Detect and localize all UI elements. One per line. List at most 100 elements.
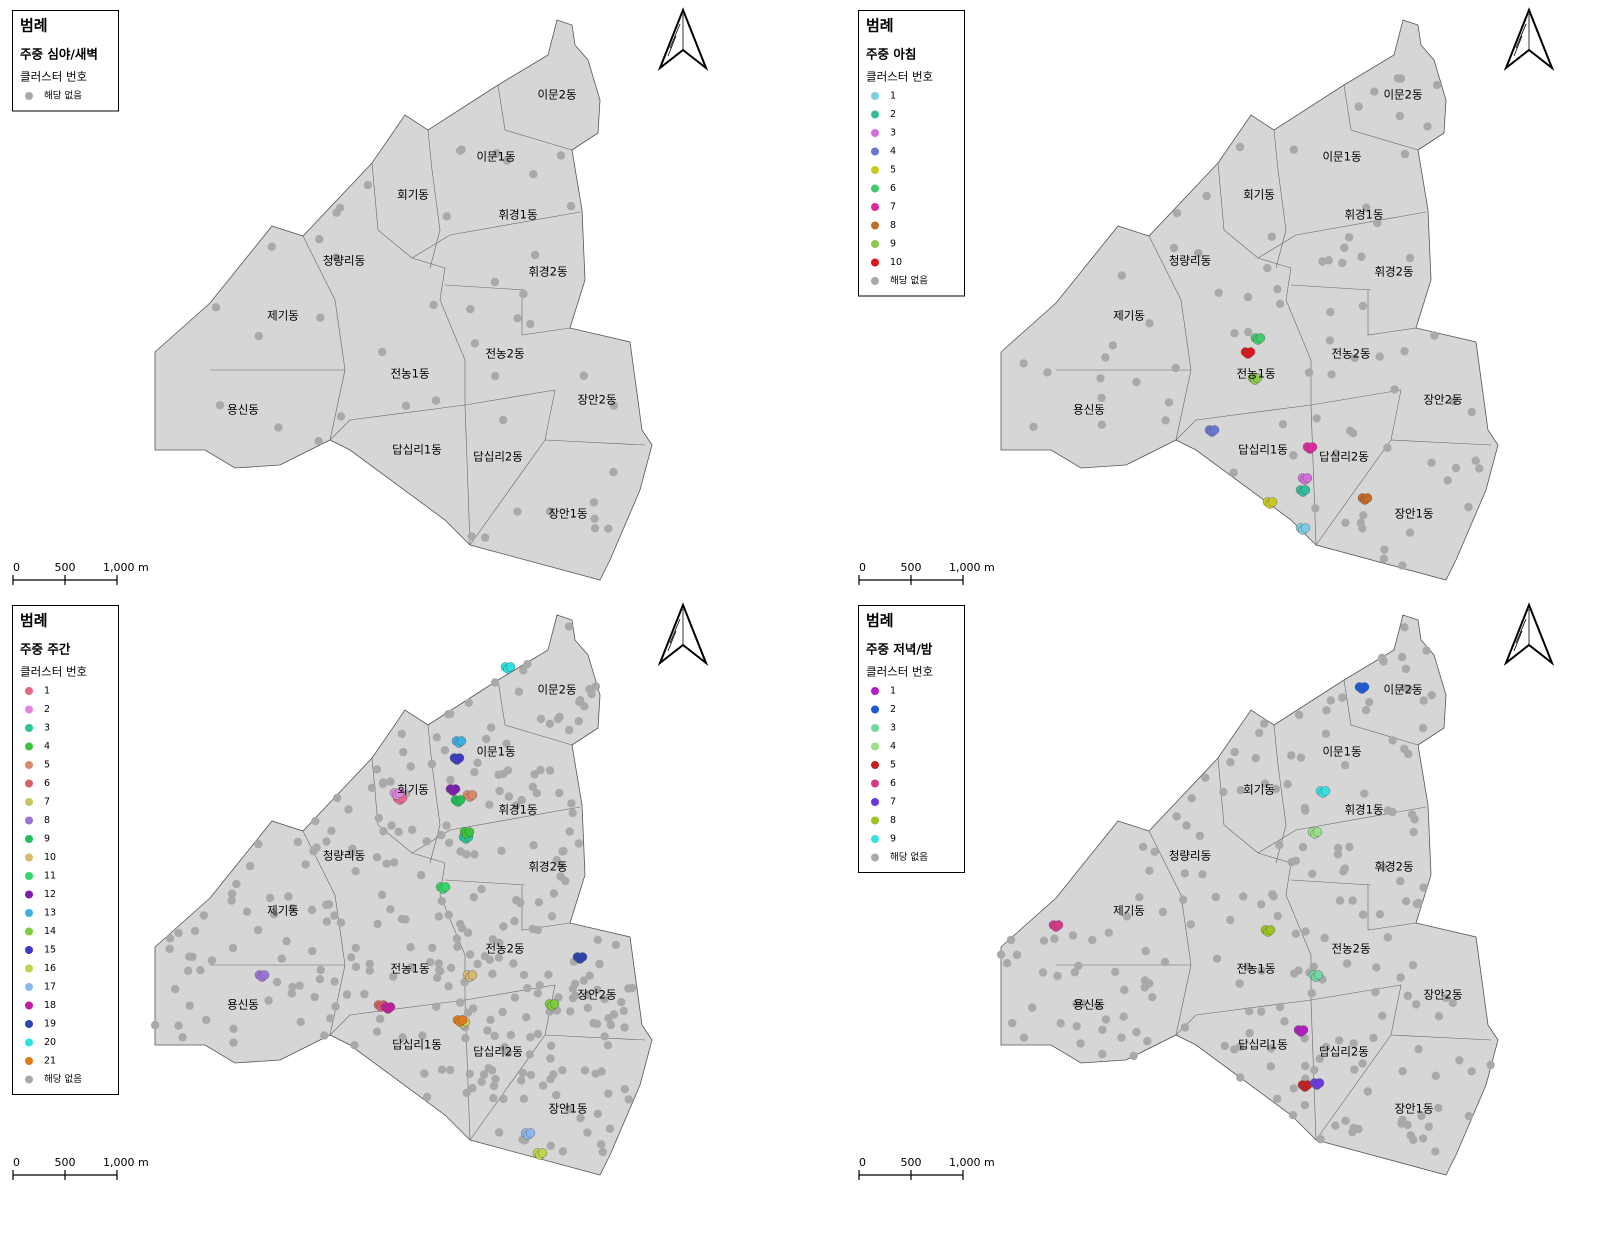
legend-marker	[871, 705, 879, 714]
legend-label: 9	[44, 834, 50, 845]
district-label: 회기동	[397, 188, 429, 202]
location-point	[1255, 728, 1264, 738]
cluster-point	[1298, 1025, 1309, 1035]
location-point	[229, 1038, 238, 1047]
location-point	[468, 1083, 477, 1093]
district-boundary	[1290, 284, 1372, 291]
location-point	[407, 963, 416, 972]
location-point	[585, 971, 594, 980]
location-point	[432, 733, 441, 742]
location-point	[1467, 407, 1476, 417]
district-label: 전농2동	[1331, 347, 1370, 361]
district-boundary	[1175, 369, 1192, 441]
location-point	[333, 793, 342, 803]
location-point	[322, 917, 331, 926]
location-point	[503, 766, 513, 775]
location-point	[184, 966, 193, 975]
location-point	[1219, 787, 1228, 797]
legend-label: 7	[44, 797, 50, 808]
location-point	[1432, 80, 1442, 90]
location-point	[1375, 352, 1384, 361]
location-point	[446, 1065, 455, 1075]
location-point	[620, 1023, 629, 1032]
cluster-point	[1252, 373, 1263, 383]
location-point	[628, 983, 637, 993]
location-point	[516, 897, 525, 907]
location-point	[1211, 892, 1220, 902]
location-point	[549, 889, 559, 898]
location-point	[559, 846, 568, 856]
district-label: 전농1동	[390, 962, 429, 976]
legend-marker	[871, 277, 879, 285]
location-point	[1410, 815, 1419, 824]
location-point	[1365, 698, 1374, 707]
location-point	[1338, 258, 1347, 268]
location-point	[1412, 899, 1422, 909]
location-point	[575, 697, 584, 706]
location-point	[1164, 398, 1174, 407]
legend-subtitle: 주중 심야/새벽	[20, 47, 98, 62]
location-point	[1414, 1045, 1423, 1054]
location-point	[320, 1031, 329, 1040]
location-point	[1257, 1007, 1266, 1016]
district-boundary	[329, 999, 466, 1036]
legend-marker	[25, 779, 33, 788]
legend-marker	[25, 853, 33, 862]
scale-label: 500	[901, 1156, 922, 1169]
location-point	[523, 984, 532, 993]
location-point	[538, 1081, 548, 1090]
location-point	[1012, 950, 1022, 960]
location-point	[202, 1015, 211, 1025]
legend-marker	[25, 816, 33, 825]
location-point	[506, 1030, 516, 1040]
district-label: 답십리2동	[473, 450, 523, 464]
legend-marker	[25, 761, 33, 769]
location-point	[565, 725, 574, 735]
district-label: 답십리2동	[1319, 450, 1369, 464]
location-point	[394, 827, 403, 836]
legend-label: 17	[44, 982, 56, 993]
location-point	[1220, 1041, 1229, 1051]
district-boundary	[1175, 964, 1192, 1036]
location-point	[620, 1084, 629, 1094]
legend-label: 1	[44, 686, 50, 697]
location-point	[1373, 218, 1382, 228]
district-boundary	[1343, 84, 1419, 151]
district-label: 제기동	[1113, 904, 1145, 918]
location-point	[1341, 1116, 1350, 1125]
location-point	[185, 1001, 194, 1010]
cluster-point	[1265, 925, 1276, 935]
district-boundary	[411, 806, 581, 854]
location-point	[365, 959, 374, 969]
location-point	[470, 850, 479, 859]
location-point	[1072, 1022, 1081, 1031]
legend-label: 6	[890, 183, 896, 194]
location-point	[1148, 993, 1157, 1002]
location-point	[1354, 1124, 1363, 1134]
location-point	[1310, 1065, 1319, 1075]
location-point	[1056, 1019, 1065, 1028]
location-point	[1341, 518, 1350, 527]
location-point	[382, 859, 391, 868]
legend-label: 4	[890, 741, 896, 752]
location-point	[529, 170, 538, 179]
legend-label: 10	[890, 257, 902, 268]
location-point	[1321, 1042, 1331, 1052]
location-point	[1289, 451, 1298, 460]
location-point	[1331, 1121, 1340, 1130]
location-point	[523, 660, 532, 669]
location-point	[1226, 758, 1235, 767]
location-point	[444, 982, 453, 991]
district-label: 회기동	[397, 783, 429, 797]
legend-marker	[25, 1020, 33, 1028]
location-point	[605, 1124, 615, 1133]
location-point	[1398, 561, 1407, 570]
location-point	[1140, 983, 1149, 992]
location-point	[437, 830, 446, 840]
district-boundary	[439, 267, 471, 546]
legend-heading: 클러스터 번호	[866, 70, 933, 84]
location-point	[1418, 724, 1428, 733]
location-point	[1345, 426, 1355, 435]
location-point	[549, 1070, 558, 1079]
location-point	[372, 1027, 382, 1036]
